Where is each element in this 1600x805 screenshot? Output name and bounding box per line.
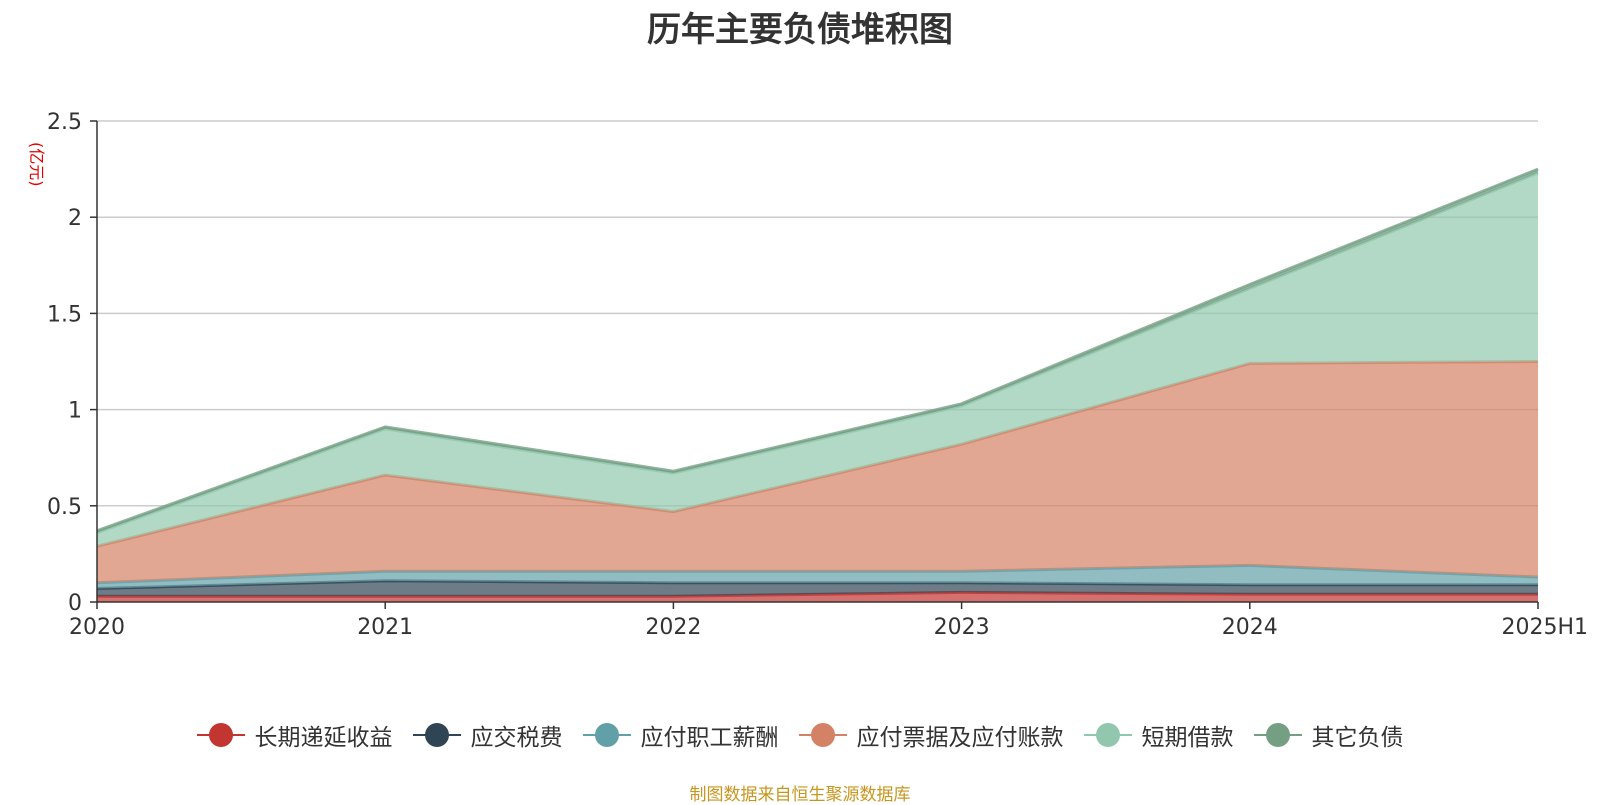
y-tick-label-0: 0 bbox=[68, 591, 82, 616]
legend-marker-0 bbox=[196, 723, 245, 747]
legend-marker-1 bbox=[412, 723, 461, 747]
legend-item-2[interactable]: 应付职工薪酬 bbox=[582, 718, 779, 752]
legend-label-0: 长期递延收益 bbox=[254, 725, 393, 751]
source-note: 制图数据来自恒生聚源数据库 bbox=[689, 785, 911, 805]
legend-item-4[interactable]: 短期借款 bbox=[1083, 718, 1234, 752]
x-tick-label-3: 2023 bbox=[934, 615, 990, 640]
legend-label-3: 应付票据及应付账款 bbox=[856, 725, 1064, 751]
x-tick-label-0: 2020 bbox=[69, 615, 125, 640]
legend-item-0[interactable]: 长期递延收益 bbox=[196, 718, 393, 752]
legend-label-5: 其它负债 bbox=[1311, 725, 1404, 751]
y-tick-label-3: 1.5 bbox=[47, 302, 82, 327]
legend: 长期递延收益 应交税费 应付职工薪酬 应付票据及应付账款 短期借款 其它负债 bbox=[0, 718, 1600, 752]
x-tick-label-4: 2024 bbox=[1222, 615, 1278, 640]
x-tick-label-5: 2025H1 bbox=[1501, 615, 1588, 640]
area-line-5 bbox=[96, 167, 1539, 533]
legend-marker-4 bbox=[1083, 723, 1132, 747]
y-tick-label-5: 2.5 bbox=[47, 110, 82, 135]
y-tick-label-4: 2 bbox=[68, 206, 82, 231]
legend-item-5[interactable]: 其它负债 bbox=[1253, 718, 1404, 752]
legend-marker-2 bbox=[582, 723, 631, 747]
chart-title: 历年主要负债堆积图 bbox=[647, 10, 953, 50]
y-tick-label-2: 1 bbox=[68, 399, 82, 424]
legend-marker-5 bbox=[1253, 723, 1302, 747]
area-4 bbox=[97, 172, 1538, 547]
area-2 bbox=[97, 565, 1538, 589]
legend-label-2: 应付职工薪酬 bbox=[640, 725, 779, 751]
legend-item-1[interactable]: 应交税费 bbox=[412, 718, 563, 752]
x-tick-label-1: 2021 bbox=[357, 615, 413, 640]
axes: 0 0.5 1 1.5 2 2.5 2020 2021 2022 2023 2024 2025H1 bbox=[47, 110, 1588, 640]
legend-item-3[interactable]: 应付票据及应付账款 bbox=[798, 718, 1064, 752]
legend-label-4: 短期借款 bbox=[1141, 725, 1234, 751]
legend-marker-3 bbox=[798, 723, 847, 747]
area-series bbox=[96, 167, 1539, 602]
y-tick-label-1: 0.5 bbox=[47, 495, 82, 520]
area-3 bbox=[97, 361, 1538, 583]
x-tick-label-2: 2022 bbox=[645, 615, 701, 640]
legend-label-1: 应交税费 bbox=[470, 725, 563, 751]
